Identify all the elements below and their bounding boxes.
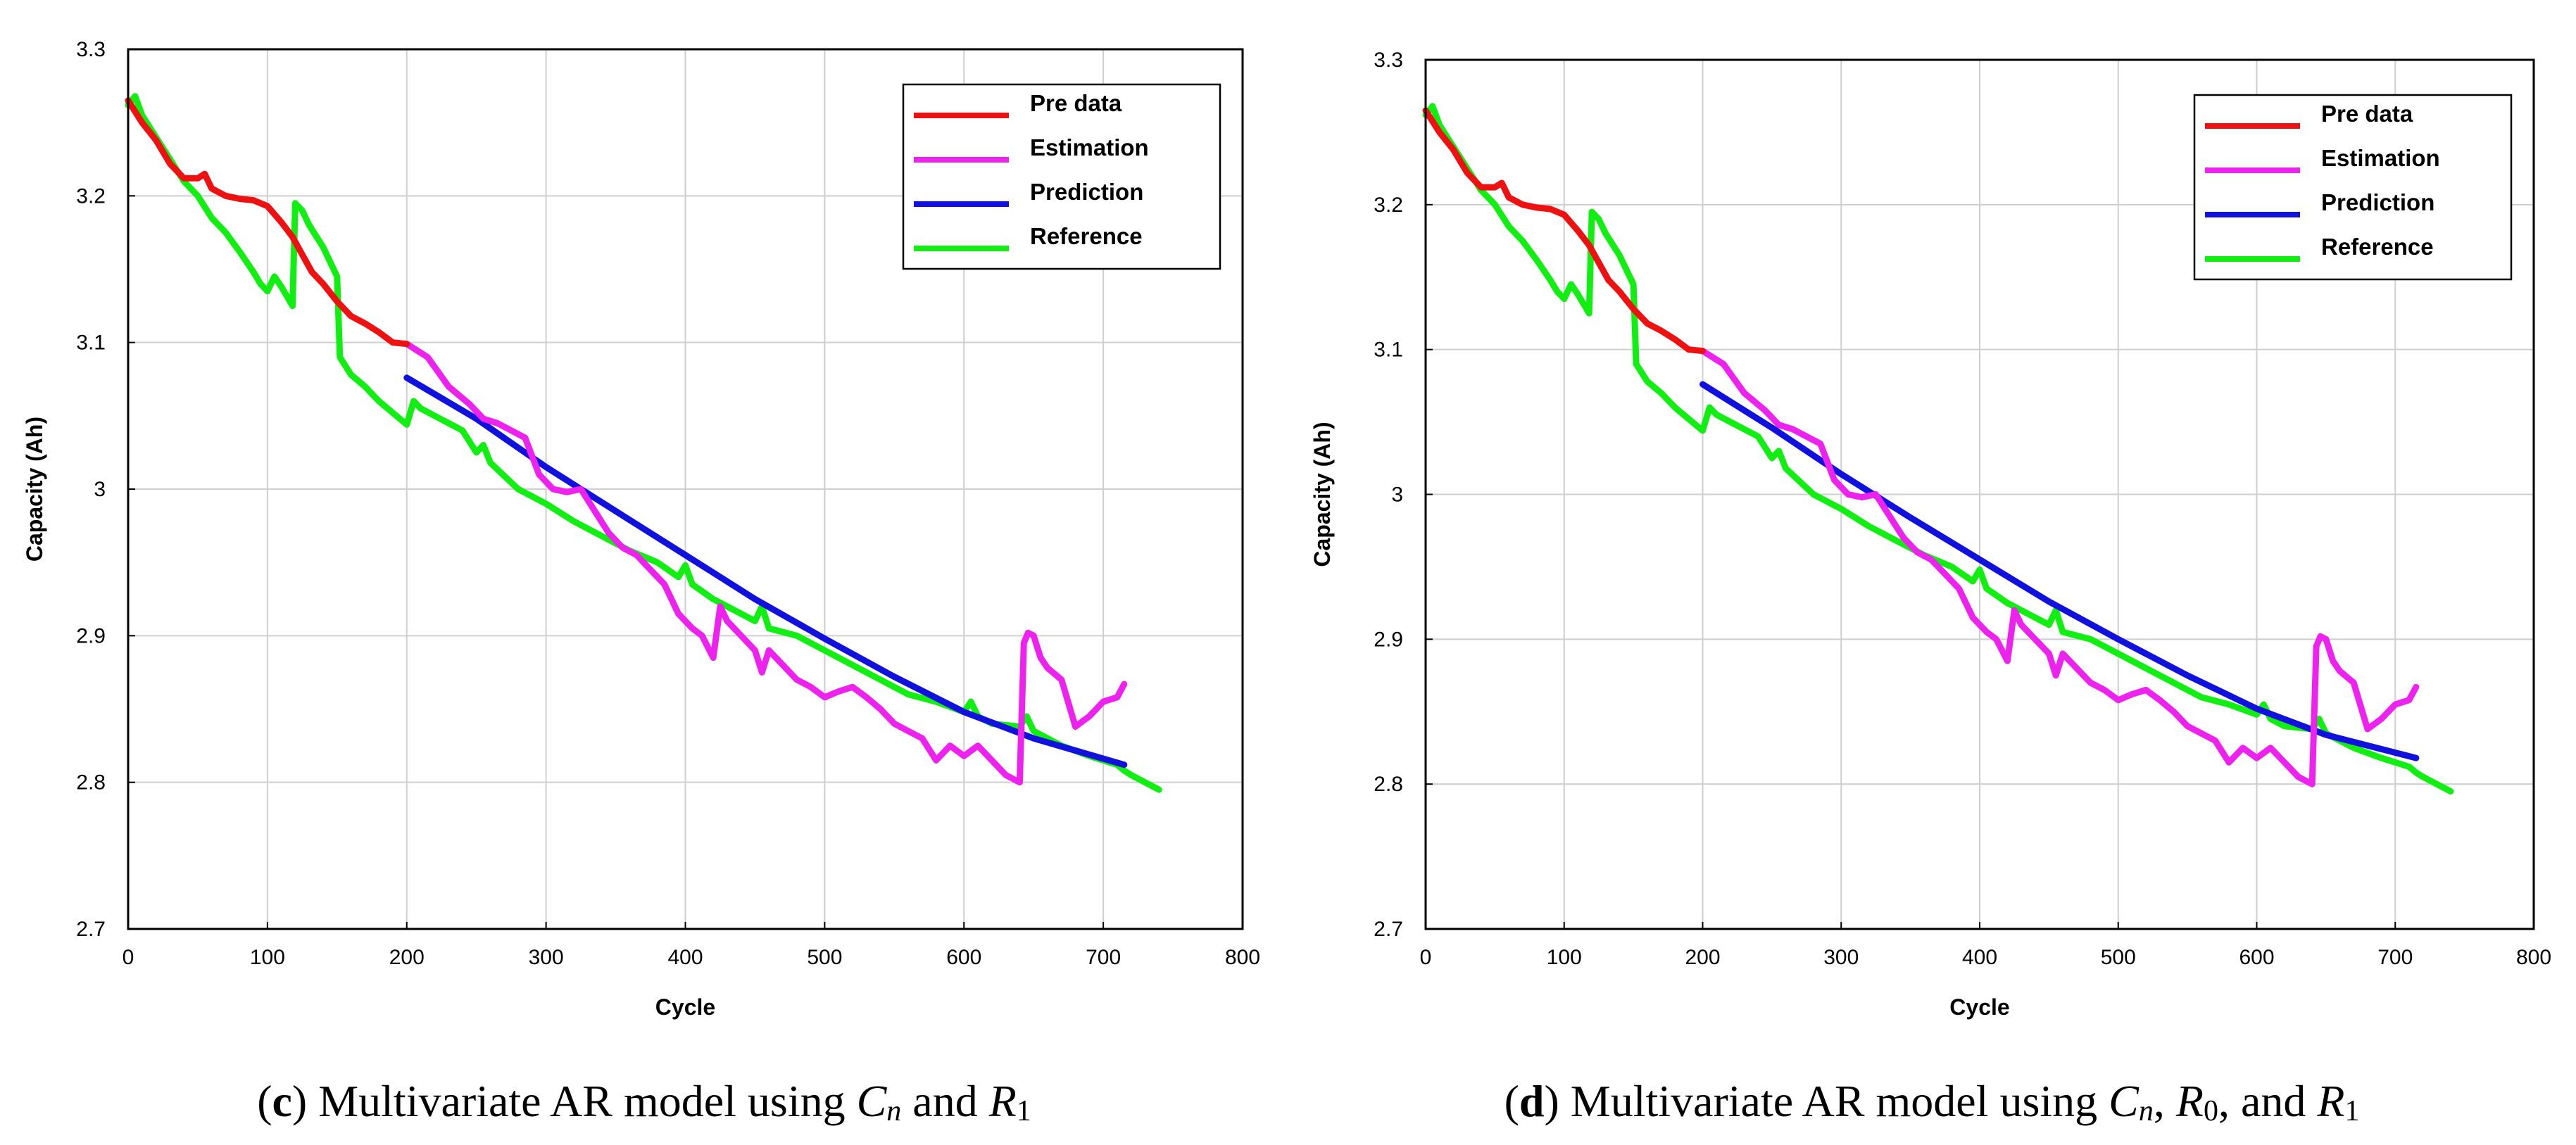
chart-panel-d: 0 100 200 300 400 500 600 700 800 2.7 2.8 2.9 3 3.1 3.… [1288, 0, 2576, 1145]
series-line-prediction [1699, 381, 2420, 761]
y-tick-label: 2.8 [1374, 773, 1403, 796]
x-tick-label: 200 [389, 946, 425, 969]
legend: Pre data Estimation Prediction Reference [902, 83, 1221, 270]
series-line-pre-data [125, 97, 410, 348]
x-tick-label: 400 [1962, 946, 1997, 969]
x-tick-label: 500 [2101, 946, 2136, 969]
x-tick-label: 600 [946, 946, 981, 969]
x-axis-label: Cycle [1949, 994, 2009, 1020]
y-tick-label: 3.1 [1374, 339, 1403, 362]
caption-c: (c) Multivariate AR model using Cn and R… [257, 1076, 1031, 1127]
legend-entry: Estimation [1030, 134, 1149, 160]
chart-panel-c: 0 100 200 300 400 500 600 700 800 2.7 2.8 2.9 3 3.1 3.… [22, 38, 1260, 1127]
axes-frame [1424, 58, 2535, 930]
y-tick-label: 2.9 [1374, 628, 1403, 651]
x-tick-label: 600 [2239, 946, 2274, 969]
chart-d: 0 100 200 300 400 500 600 700 800 2.7 2.8 2.9 3 3.1 3.… [1309, 49, 2551, 1020]
y-tick-label: 3 [94, 478, 106, 501]
x-tick-label: 200 [1685, 946, 1720, 969]
y-tick-label: 3 [1391, 483, 1403, 507]
grid [128, 49, 1243, 929]
y-tick-label: 2.8 [76, 771, 106, 795]
legend-entry: Reference [1030, 223, 1143, 249]
y-tick-label: 3.1 [76, 331, 106, 355]
x-tick-label: 100 [1547, 946, 1582, 969]
series-line-reference [125, 93, 1162, 793]
x-tick-label: 700 [1086, 946, 1121, 969]
x-tick-label: 300 [529, 946, 564, 969]
legend-entry: Estimation [2321, 145, 2440, 171]
series-line-pre-data [1422, 107, 1706, 355]
x-tick-label: 100 [250, 946, 285, 969]
y-tick-label: 3.3 [1374, 49, 1403, 72]
y-axis-label: Capacity (Ah) [22, 417, 47, 562]
legend-entry: Reference [2321, 234, 2434, 260]
y-tick-label: 2.9 [76, 624, 106, 647]
x-tick-label: 400 [667, 946, 703, 969]
x-tick-label: 300 [1823, 946, 1859, 969]
y-tick-label: 3.2 [76, 184, 106, 208]
series-line-prediction [403, 374, 1128, 768]
y-tick-label: 2.7 [1374, 918, 1403, 941]
x-tick-label: 0 [1420, 946, 1432, 969]
series-line-estimation [1699, 348, 2420, 787]
y-axis-label: Capacity (Ah) [1309, 422, 1335, 567]
axes-frame [127, 48, 1244, 930]
x-axis-label: Cycle [655, 994, 715, 1020]
legend-entry: Pre data [2321, 101, 2413, 127]
x-tick-label: 800 [2516, 946, 2551, 969]
x-tick-label: 800 [1225, 946, 1260, 969]
caption-d: (d) Multivariate AR model using Cn, R0, … [1504, 1076, 2360, 1127]
chart-c: 0 100 200 300 400 500 600 700 800 2.7 2.8 2.9 3 3.1 3.… [22, 38, 1260, 1020]
series-line-estimation [403, 341, 1128, 786]
y-tick-label: 3.2 [1374, 194, 1403, 217]
legend-entry: Pre data [1030, 90, 1122, 116]
legend-entry: Prediction [2321, 189, 2434, 215]
x-tick-label: 500 [807, 946, 842, 969]
y-tick-label: 3.3 [76, 38, 106, 61]
legend-entry: Prediction [1030, 179, 1143, 205]
x-tick-label: 0 [122, 946, 134, 969]
legend: Pre data Estimation Prediction Reference [2193, 94, 2513, 281]
x-tick-label: 700 [2377, 946, 2413, 969]
y-tick-label: 2.7 [76, 918, 106, 941]
